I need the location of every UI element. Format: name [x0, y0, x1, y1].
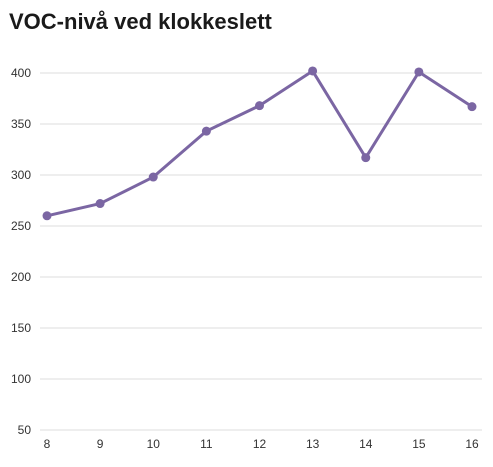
series-line-group	[45, 69, 474, 218]
x-tick-label-11: 11	[200, 437, 213, 451]
y-tick-label-50: 50	[18, 423, 32, 437]
y-tick-label-300: 300	[11, 168, 31, 182]
data-point-12	[255, 101, 264, 111]
chart-title: VOC-nivå ved klokkeslett	[9, 9, 272, 34]
y-axis-ticks: 50 100 150 200 250 300 350 400	[11, 66, 31, 437]
data-point-9	[95, 199, 105, 209]
x-tick-label-12: 12	[253, 437, 267, 451]
data-point-8	[42, 211, 52, 221]
data-point-16	[467, 102, 477, 112]
data-point-14	[361, 153, 371, 163]
series-line-0	[45, 69, 474, 218]
x-tick-label-9: 9	[97, 437, 104, 451]
x-tick-label-14: 14	[359, 437, 373, 451]
x-tick-label-10: 10	[147, 437, 161, 451]
x-tick-label-16: 16	[465, 437, 479, 451]
data-point-10	[148, 172, 158, 182]
data-point-15	[414, 67, 424, 77]
y-tick-label-200: 200	[11, 270, 31, 284]
data-points	[42, 66, 477, 221]
grid-lines	[40, 72, 482, 431]
data-point-13	[308, 66, 318, 76]
y-tick-label-150: 150	[11, 321, 31, 335]
y-tick-label-400: 400	[11, 66, 31, 80]
y-tick-label-350: 350	[11, 117, 31, 131]
x-axis-ticks: 8 9 10 11 12 13 14 15 16	[44, 437, 479, 451]
x-tick-label-15: 15	[412, 437, 426, 451]
data-point-11	[201, 126, 211, 136]
x-tick-label-8: 8	[44, 437, 51, 451]
x-tick-label-13: 13	[306, 437, 320, 451]
y-tick-label-100: 100	[11, 372, 31, 386]
y-tick-label-250: 250	[11, 219, 31, 233]
